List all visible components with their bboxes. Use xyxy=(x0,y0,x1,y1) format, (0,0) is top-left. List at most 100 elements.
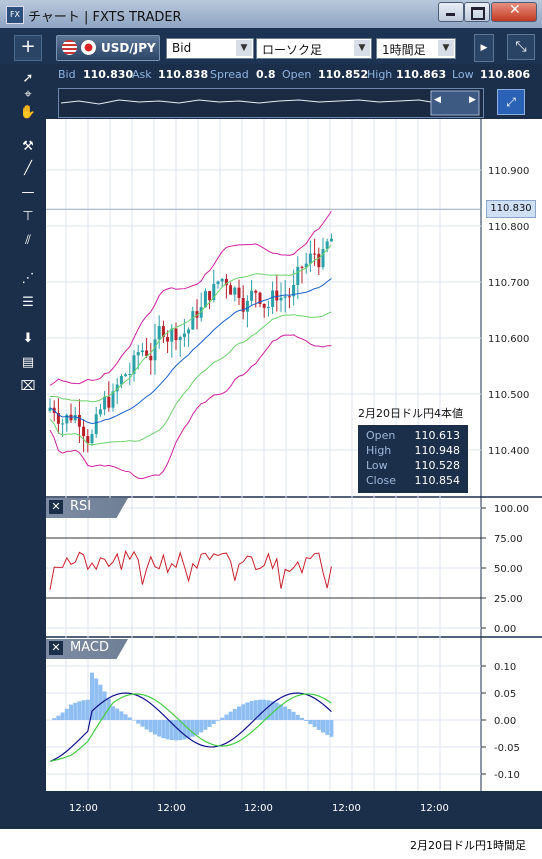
candle-body xyxy=(325,241,329,249)
chart-navigator[interactable]: ◀ ▶ xyxy=(58,88,484,118)
price-type-select[interactable]: Bid ▼ xyxy=(166,38,254,59)
text-tool-icon[interactable]: ⊤ xyxy=(22,209,34,224)
macd-histogram-bar xyxy=(295,714,300,720)
open-value: 110.852 xyxy=(318,68,369,81)
chevron-down-icon: ▼ xyxy=(438,40,454,56)
macd-histogram-bar xyxy=(283,706,288,720)
macd-histogram-bar xyxy=(224,714,229,720)
macd-histogram-bar xyxy=(140,720,145,727)
candle-body xyxy=(140,350,144,353)
macd-histogram-bar xyxy=(199,720,204,733)
candle-body xyxy=(94,414,98,435)
zoom-fit-button[interactable]: ⤢ xyxy=(497,89,525,115)
candle-body xyxy=(170,328,174,342)
macd-histogram-bar xyxy=(190,720,195,737)
high-value: 110.863 xyxy=(396,68,447,81)
fan-tool-icon[interactable]: ⋰ xyxy=(21,271,35,286)
price-tick-label: 110.800 xyxy=(488,222,529,233)
macd-histogram-bar xyxy=(329,720,334,737)
price-tick-label: 110.600 xyxy=(488,334,529,345)
macd-histogram-bar xyxy=(207,720,212,727)
high-label: High xyxy=(367,68,393,81)
macd-histogram-bar xyxy=(169,720,174,741)
macd-tick-label: 0.10 xyxy=(494,662,516,673)
trend-line-icon[interactable]: ╱ xyxy=(24,161,32,176)
ohlc-open-row: Open 110.613 xyxy=(366,429,462,444)
candle-body xyxy=(195,311,199,318)
macd-histogram-bar xyxy=(111,706,115,720)
close-button[interactable]: ✕ xyxy=(491,2,537,22)
fibonacci-icon[interactable]: ☰ xyxy=(22,295,34,310)
macd-tick-label: 0.00 xyxy=(494,716,516,727)
add-chart-button[interactable]: + xyxy=(14,35,42,61)
macd-histogram-bar xyxy=(148,720,153,733)
candle-body xyxy=(266,306,270,308)
hammer-icon[interactable]: ⚒ xyxy=(22,139,34,154)
cursor-icon[interactable]: ➚ xyxy=(22,71,34,86)
macd-histogram-bar xyxy=(182,720,187,740)
candle-body xyxy=(187,329,191,334)
time-tick-label: 12:00 xyxy=(244,803,273,814)
candle-body xyxy=(208,291,212,301)
symbol-selector[interactable]: USD/JPY xyxy=(56,35,160,61)
candle-body xyxy=(287,296,291,298)
candle-body xyxy=(61,423,65,425)
macd-histogram-bar xyxy=(144,720,149,730)
candle-body xyxy=(321,248,325,268)
macd-histogram-bar xyxy=(270,701,275,720)
macd-histogram-bar xyxy=(258,699,262,720)
candle-body xyxy=(48,407,52,411)
candle-body xyxy=(317,253,321,268)
candle-body xyxy=(166,337,170,342)
candle-body xyxy=(275,290,279,301)
ohlc-low-row: Low 110.528 xyxy=(366,459,462,474)
macd-tick-label: 0.05 xyxy=(494,689,516,700)
macd-panel-tab[interactable]: ✕ MACD xyxy=(46,639,128,659)
macd-histogram-bar xyxy=(77,701,82,720)
maximize-button[interactable] xyxy=(464,2,490,22)
candle-body xyxy=(145,350,149,356)
candle-body xyxy=(86,436,90,444)
close-macd-icon[interactable]: ✕ xyxy=(49,641,63,655)
hand-pan-icon[interactable]: ✋ xyxy=(19,105,37,120)
macd-histogram-bar xyxy=(300,717,304,720)
ohlc-high-row: High 110.948 xyxy=(366,444,462,459)
toolbar-scroll-icon[interactable]: ▶ xyxy=(474,34,494,62)
horizontal-line-icon[interactable]: — xyxy=(21,185,35,200)
detach-window-button[interactable]: ⤡ xyxy=(507,34,535,60)
macd-tick-label: -0.05 xyxy=(494,743,520,754)
figure-caption: 2月20日ドル円1時間足 xyxy=(410,839,526,852)
time-tick-label: 12:00 xyxy=(332,803,361,814)
candle-body xyxy=(233,287,237,295)
candle-body xyxy=(283,296,287,298)
navigator-right-handle-icon[interactable]: ▶ xyxy=(469,95,476,105)
ohlc-high-value: 110.948 xyxy=(414,444,461,457)
camera-icon[interactable]: ⌧ xyxy=(20,379,36,394)
macd-histogram-bar xyxy=(279,704,283,720)
channel-icon[interactable]: ⫽ xyxy=(25,233,31,248)
crosshair-cursor-icon[interactable]: ⌖ xyxy=(24,87,32,102)
candle-body xyxy=(73,414,77,421)
navigator-left-handle-icon[interactable]: ◀ xyxy=(434,95,441,105)
price-tick-label: 110.500 xyxy=(488,390,529,401)
candle-body xyxy=(191,311,195,330)
list-icon[interactable]: ▤ xyxy=(21,355,35,370)
chart-type-select[interactable]: ローソク足 ▼ xyxy=(256,38,372,59)
download-icon[interactable]: ⬇ xyxy=(22,331,34,346)
ohlc-close-value: 110.854 xyxy=(414,474,461,487)
candle-body xyxy=(115,384,119,392)
bid-value: 110.830 xyxy=(83,68,134,81)
macd-histogram-bar xyxy=(60,712,65,720)
candle-body xyxy=(90,434,94,444)
rsi-panel-tab[interactable]: ✕ RSI xyxy=(46,498,128,518)
app-icon: FX xyxy=(6,6,24,24)
ohlc-open-value: 110.613 xyxy=(414,429,461,442)
bollinger-upper-2sigma-line xyxy=(49,211,332,386)
timeframe-select[interactable]: 1時間足 ▼ xyxy=(376,38,456,59)
macd-histogram-bar xyxy=(266,700,271,720)
candle-body xyxy=(119,376,123,385)
candle-body xyxy=(128,373,132,375)
close-rsi-icon[interactable]: ✕ xyxy=(49,500,63,514)
minimize-button[interactable] xyxy=(438,2,464,22)
ohlc-low-label: Low xyxy=(366,459,388,472)
